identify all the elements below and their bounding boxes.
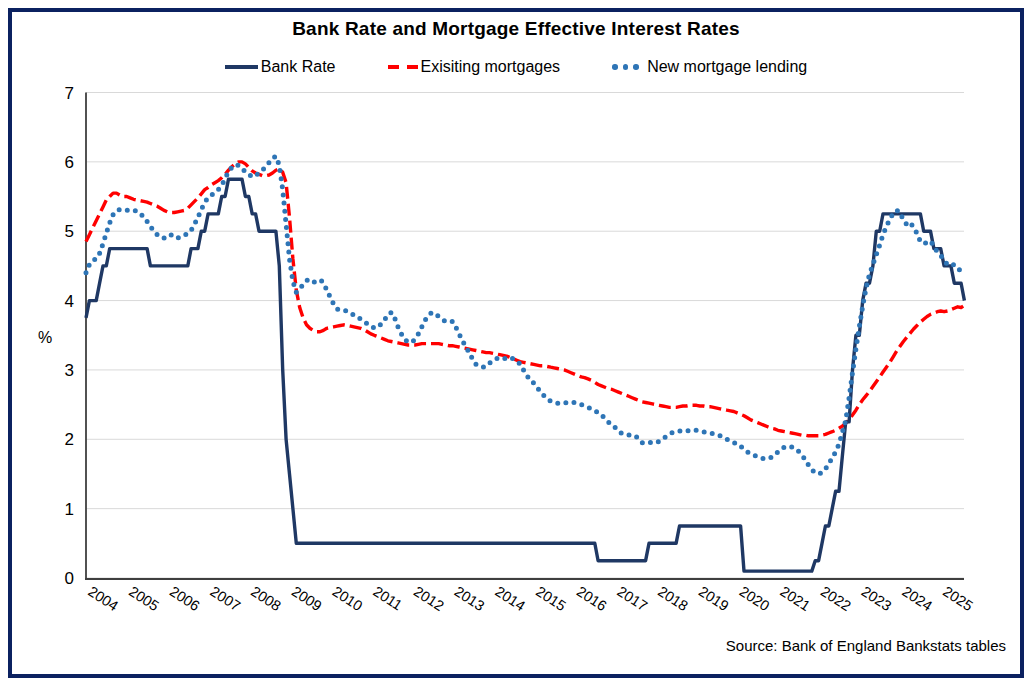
svg-text:1: 1 <box>65 500 74 519</box>
svg-text:2017: 2017 <box>614 583 650 614</box>
svg-text:2004: 2004 <box>85 583 121 614</box>
svg-text:4: 4 <box>65 292 74 311</box>
svg-text:2024: 2024 <box>899 583 935 614</box>
series-line-bank-rate <box>86 179 964 571</box>
svg-text:2010: 2010 <box>330 583 366 614</box>
svg-text:2014: 2014 <box>492 583 528 614</box>
series-line-new-mortgage-lending <box>86 156 964 474</box>
svg-text:6: 6 <box>65 153 74 172</box>
svg-text:2012: 2012 <box>411 583 447 614</box>
svg-text:2007: 2007 <box>207 583 243 614</box>
svg-text:2011: 2011 <box>370 583 405 613</box>
svg-text:2009: 2009 <box>289 583 325 614</box>
svg-text:7: 7 <box>65 84 74 103</box>
svg-text:3: 3 <box>65 361 74 380</box>
svg-text:2018: 2018 <box>655 583 691 614</box>
svg-text:2: 2 <box>65 430 74 449</box>
svg-text:2015: 2015 <box>533 583 569 614</box>
source-note: Source: Bank of England Bankstats tables <box>726 637 1006 654</box>
svg-text:2021: 2021 <box>777 583 813 614</box>
series-line-exisiting-mortgages <box>86 162 964 436</box>
chart-window: Bank Rate and Mortgage Effective Interes… <box>0 0 1032 686</box>
svg-text:2016: 2016 <box>574 583 610 614</box>
svg-text:2023: 2023 <box>859 583 895 614</box>
svg-text:5: 5 <box>65 222 74 241</box>
svg-text:2008: 2008 <box>248 583 284 614</box>
svg-text:2025: 2025 <box>940 583 976 614</box>
svg-text:2006: 2006 <box>167 583 203 614</box>
svg-text:2019: 2019 <box>696 583 732 614</box>
y-axis-labels: 0 1 2 3 4 5 6 7 <box>65 84 74 589</box>
svg-text:0: 0 <box>65 569 74 588</box>
svg-text:2005: 2005 <box>126 583 162 614</box>
x-axis-labels: 2004200520062007200820092010201120122013… <box>85 583 975 614</box>
plot-area: 0 1 2 3 4 5 6 7 20042005200620072008200920102011… <box>0 0 1032 686</box>
y-axis-unit-label: % <box>38 329 52 347</box>
svg-text:2013: 2013 <box>452 583 488 614</box>
svg-text:2020: 2020 <box>737 583 773 614</box>
svg-text:2022: 2022 <box>818 583 854 614</box>
